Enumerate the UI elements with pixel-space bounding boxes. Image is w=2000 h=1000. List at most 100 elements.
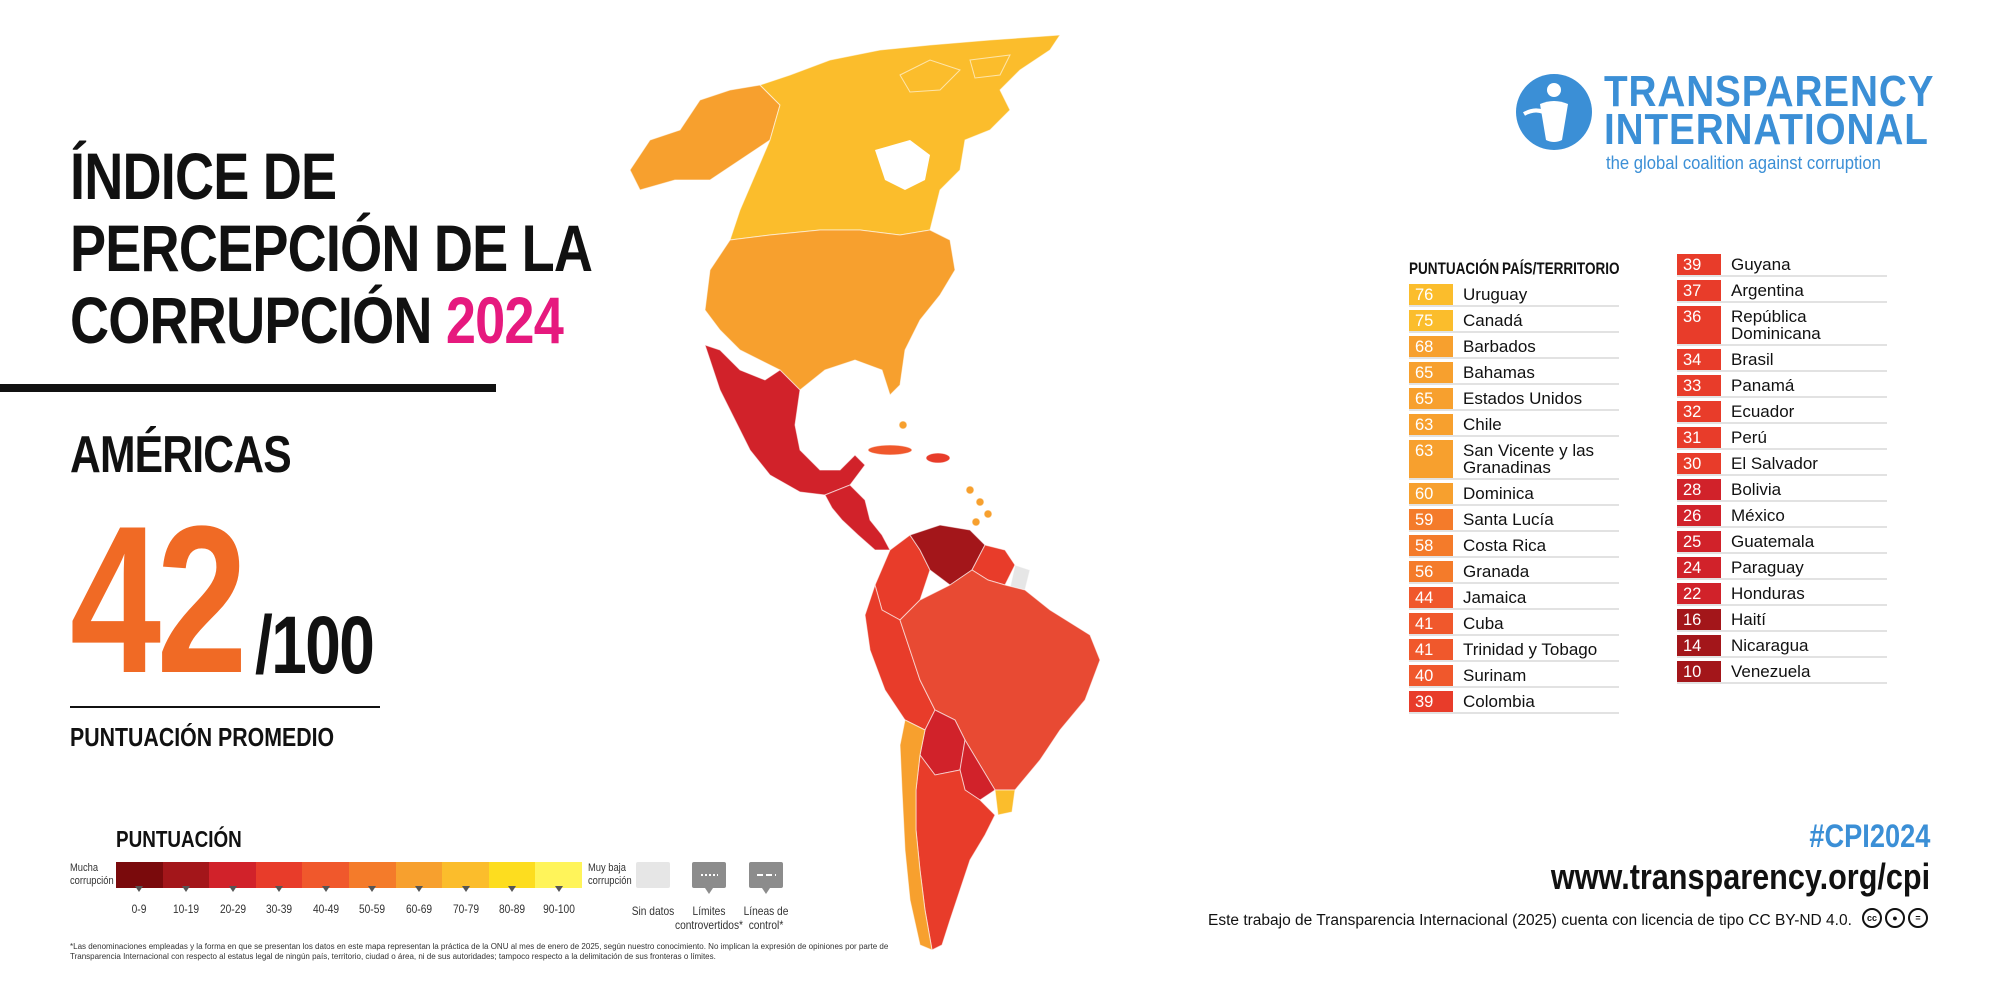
country-score: 63 <box>1409 440 1453 478</box>
country-score: 40 <box>1409 665 1453 686</box>
legend-color-segment <box>442 862 489 888</box>
ranking-row: 76 Uruguay <box>1409 284 1619 307</box>
country-score: 16 <box>1677 609 1721 630</box>
map-region-lesser-antilles[interactable] <box>971 517 981 527</box>
ranking-row: 39 Colombia <box>1409 691 1619 714</box>
country-name: Costa Rica <box>1463 536 1547 555</box>
legend-disputed-label-line: Límites <box>692 904 726 918</box>
map-region-hispaniola[interactable] <box>925 452 951 464</box>
map-region-cuba[interactable] <box>867 444 913 456</box>
ranking-row: 28 Bolivia <box>1677 479 1887 502</box>
country-score: 41 <box>1409 639 1453 660</box>
average-label: PUNTUACIÓN PROMEDIO <box>70 722 335 752</box>
country-name: República Dominicana <box>1731 307 1821 343</box>
caribbean-islands <box>867 420 993 527</box>
legend-tick-caret <box>508 886 517 892</box>
country-name: Barbados <box>1463 337 1536 356</box>
legend-tick-label: 20-29 <box>219 902 246 916</box>
map-region-mexico[interactable] <box>704 344 866 496</box>
license-text: Este trabajo de Transparencia Internacio… <box>1208 912 1852 929</box>
country-score: 14 <box>1677 635 1721 656</box>
country-score: 58 <box>1409 535 1453 556</box>
map-region-chile[interactable] <box>899 719 933 951</box>
country-score: 76 <box>1409 284 1453 305</box>
country-score: 56 <box>1409 561 1453 582</box>
ranking-row: 22 Honduras <box>1677 583 1887 606</box>
country-score: 63 <box>1409 414 1453 435</box>
map-region-central-america[interactable] <box>824 484 891 551</box>
country-name: El Salvador <box>1731 454 1818 473</box>
average-divider <box>70 706 380 708</box>
attribution-icon: ● <box>1885 908 1905 928</box>
country-name: Argentina <box>1731 281 1804 300</box>
ranking-row: 75 Canadá <box>1409 310 1619 333</box>
legend-disputed-caret <box>705 888 713 894</box>
legend-control-label: Líneas de control* <box>744 904 789 932</box>
country-score: 10 <box>1677 661 1721 682</box>
legend-tick-caret <box>135 886 144 892</box>
logo-word-international: INTERNATIONAL <box>1604 105 1929 154</box>
country-name: Surinam <box>1463 666 1527 685</box>
legend-color-segment <box>209 862 256 888</box>
ranking-row: 44 Jamaica <box>1409 587 1619 610</box>
legend-color-segment <box>535 862 582 888</box>
average-score: 42 <box>70 482 248 717</box>
ranking-row: 56 Granada <box>1409 561 1619 584</box>
country-name: Trinidad y Tobago <box>1463 640 1598 659</box>
country-score: 31 <box>1677 427 1721 448</box>
hashtag: #CPI2024 <box>1809 818 1930 854</box>
map-region-lesser-antilles[interactable] <box>965 485 975 495</box>
title-line-3: CORRUPCIÓN 2024 <box>70 284 564 356</box>
country-score: 60 <box>1409 483 1453 504</box>
legend-disputed-swatch <box>692 862 726 888</box>
ranking-row: 59 Santa Lucía <box>1409 509 1619 532</box>
legend-high-label-line: corrupción <box>588 875 632 887</box>
hudson-bay <box>875 140 930 190</box>
map-region-canada[interactable] <box>729 34 1061 241</box>
country-name: Brasil <box>1731 350 1774 369</box>
map-region-lesser-antilles[interactable] <box>975 497 985 507</box>
ranking-row: 41 Trinidad y Tobago <box>1409 639 1619 662</box>
website-link[interactable]: www.transparency.org/cpi <box>1550 856 1930 897</box>
map-region-uruguay[interactable] <box>994 789 1016 816</box>
country-score: 36 <box>1677 306 1721 344</box>
legend-control-caret <box>762 888 770 894</box>
country-name: Estados Unidos <box>1463 389 1583 408</box>
country-score: 25 <box>1677 531 1721 552</box>
legend-color-segment <box>255 862 303 888</box>
country-score: 24 <box>1677 557 1721 578</box>
country-name: Bahamas <box>1463 363 1535 382</box>
country-score: 34 <box>1677 349 1721 370</box>
legend-tick-label: 80-89 <box>499 902 526 916</box>
country-score: 28 <box>1677 479 1721 500</box>
map-region-lesser-antilles[interactable] <box>983 509 993 519</box>
legend-title: PUNTUACIÓN <box>116 826 242 852</box>
cc-icon: cc <box>1862 908 1882 928</box>
legend-color-segment <box>116 862 163 888</box>
legend-disputed-label-line: controvertidos* <box>674 918 744 932</box>
country-score: 65 <box>1409 362 1453 383</box>
legend-low-label-line: corrupción <box>70 875 114 887</box>
map-region-usa[interactable] <box>704 229 956 396</box>
country-score: 33 <box>1677 375 1721 396</box>
country-name: Santa Lucía <box>1463 510 1554 529</box>
country-score: 39 <box>1677 254 1721 275</box>
legend-tick-label: 70-79 <box>452 902 479 916</box>
country-name: Paraguay <box>1731 558 1804 577</box>
americas-map <box>629 34 1101 951</box>
ranking-row: 36 República Dominicana <box>1677 306 1887 346</box>
country-score: 65 <box>1409 388 1453 409</box>
country-name: Perú <box>1731 428 1767 447</box>
map-region-canada-islands[interactable] <box>899 54 1011 93</box>
country-name: Bolivia <box>1731 480 1782 499</box>
map-region-bahamas[interactable] <box>898 420 908 430</box>
legend-control-swatch <box>749 862 783 888</box>
legend-tick-label: 90-100 <box>542 902 575 916</box>
legend-no-data-label: Sin datos <box>631 904 675 918</box>
ranking-row: 25 Guatemala <box>1677 531 1887 554</box>
legend-no-data-swatch <box>636 862 670 888</box>
region-name: AMÉRICAS <box>70 426 292 484</box>
average-denominator: /100 <box>255 600 375 691</box>
country-score: 39 <box>1409 691 1453 712</box>
legend-tick-label: 60-69 <box>405 902 432 916</box>
